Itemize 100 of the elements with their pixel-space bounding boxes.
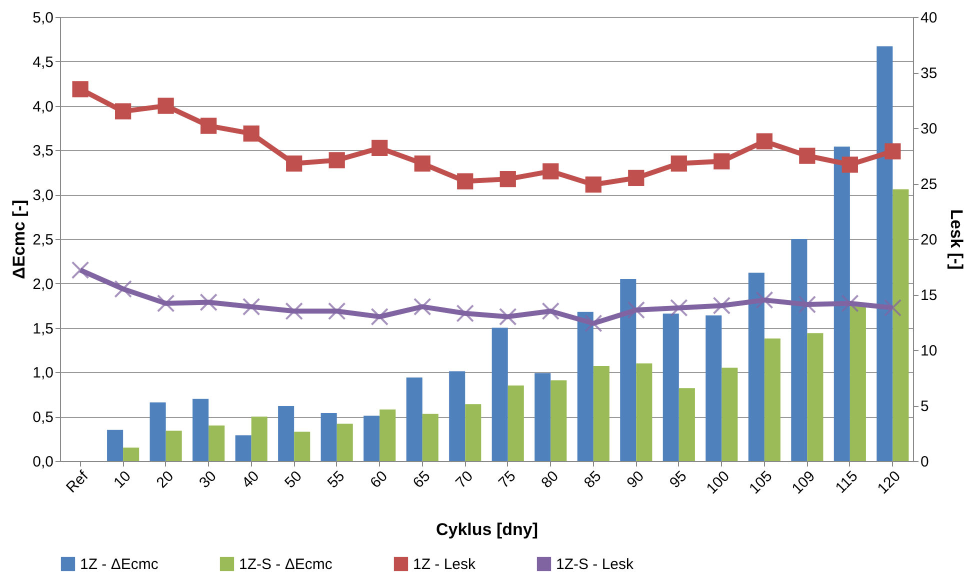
x-tick-label: 85 xyxy=(580,468,605,492)
bar xyxy=(706,315,722,461)
y-tick-label: 4,0 xyxy=(32,98,54,116)
bar xyxy=(593,366,610,461)
bar xyxy=(406,378,422,461)
bar xyxy=(208,425,225,461)
y-axis-title: ΔEcmc [-] xyxy=(10,200,29,280)
point xyxy=(71,261,90,279)
y2-tick-label: 35 xyxy=(920,65,938,82)
bar xyxy=(722,368,738,461)
bar xyxy=(166,430,182,461)
y-tick-label: 3,5 xyxy=(32,142,54,160)
x-tick-label: 40 xyxy=(238,468,263,492)
point xyxy=(370,308,389,326)
point xyxy=(584,314,602,332)
point xyxy=(714,153,730,170)
bar xyxy=(320,413,337,461)
bar xyxy=(892,189,909,461)
point xyxy=(542,163,559,180)
y-tick-label: 0,5 xyxy=(32,409,54,426)
bar xyxy=(192,398,209,461)
point xyxy=(884,143,901,160)
y-tick-label: 2,5 xyxy=(32,232,54,248)
point xyxy=(413,298,432,316)
point xyxy=(372,140,388,156)
bar xyxy=(251,416,268,461)
y-tick-label: 1,5 xyxy=(32,320,54,338)
point xyxy=(756,133,772,150)
point xyxy=(200,293,218,312)
x-tick-label: 95 xyxy=(666,468,690,492)
point xyxy=(842,156,858,173)
point xyxy=(670,298,688,317)
point xyxy=(286,155,302,172)
x-tick-label: 100 xyxy=(703,468,733,498)
x-tick-label: 55 xyxy=(324,468,348,492)
x-tick-label: 65 xyxy=(410,468,434,492)
bar xyxy=(764,338,780,461)
point xyxy=(841,294,859,312)
y2-tick-label: 0 xyxy=(920,454,929,470)
y-tick-label: 0,0 xyxy=(32,454,54,470)
x-tick-label: 60 xyxy=(367,468,391,492)
bar xyxy=(534,373,551,461)
y2-axis-title: Lesk [-] xyxy=(947,209,966,270)
x-tick-label: 109 xyxy=(788,468,818,498)
point xyxy=(712,296,731,315)
bar xyxy=(150,402,166,461)
y-tick-label: 5,0 xyxy=(32,10,54,26)
bar xyxy=(278,406,294,461)
point xyxy=(414,155,430,172)
point xyxy=(456,304,474,322)
bar xyxy=(336,424,353,461)
bar xyxy=(876,46,893,461)
bar xyxy=(807,333,824,461)
legend-label: 1Z - Lesk xyxy=(413,556,476,573)
point xyxy=(200,118,217,134)
bar xyxy=(550,380,567,461)
y-tick-label: 1,0 xyxy=(32,364,54,382)
point xyxy=(498,308,517,326)
bar xyxy=(748,272,764,461)
bar xyxy=(107,430,124,461)
point xyxy=(328,302,346,320)
bar xyxy=(678,388,695,461)
point xyxy=(756,291,774,309)
x-tick-label: 120 xyxy=(874,468,904,498)
x-tick-label: 30 xyxy=(196,468,220,492)
point xyxy=(628,170,644,186)
bar xyxy=(492,328,508,461)
point xyxy=(542,302,560,320)
x-tick-label: 70 xyxy=(452,468,476,492)
y2-tick-label: 20 xyxy=(920,232,938,248)
point xyxy=(156,294,175,312)
bar xyxy=(662,314,679,461)
y2-tick-label: 10 xyxy=(920,342,938,360)
legend-label: 1Z-S - ΔEcmc xyxy=(239,556,333,573)
point xyxy=(627,301,646,319)
point xyxy=(158,98,174,114)
y2-tick-label: 15 xyxy=(920,287,938,304)
y-tick-label: 2,0 xyxy=(32,276,54,293)
bar xyxy=(235,435,252,461)
bar xyxy=(850,306,866,461)
legend-label: 1Z-S - Lesk xyxy=(556,556,634,573)
point xyxy=(884,298,902,317)
x-tick-label: 105 xyxy=(746,468,776,498)
point xyxy=(798,296,816,314)
x-tick-label: 75 xyxy=(495,468,520,492)
y2-tick-label: 40 xyxy=(920,10,938,26)
legend-label: 1Z - ΔEcmc xyxy=(80,556,159,573)
point xyxy=(585,176,602,193)
bar xyxy=(294,432,310,461)
point xyxy=(114,280,132,298)
x-tick-label: 50 xyxy=(282,468,306,492)
bar xyxy=(465,404,482,461)
y2-tick-label: 5 xyxy=(920,398,929,415)
point xyxy=(285,302,303,320)
bar xyxy=(508,386,524,461)
point xyxy=(670,155,687,172)
bar xyxy=(380,409,396,461)
point xyxy=(242,298,260,316)
x-tick-label: Ref xyxy=(63,467,92,496)
bar xyxy=(577,312,594,461)
